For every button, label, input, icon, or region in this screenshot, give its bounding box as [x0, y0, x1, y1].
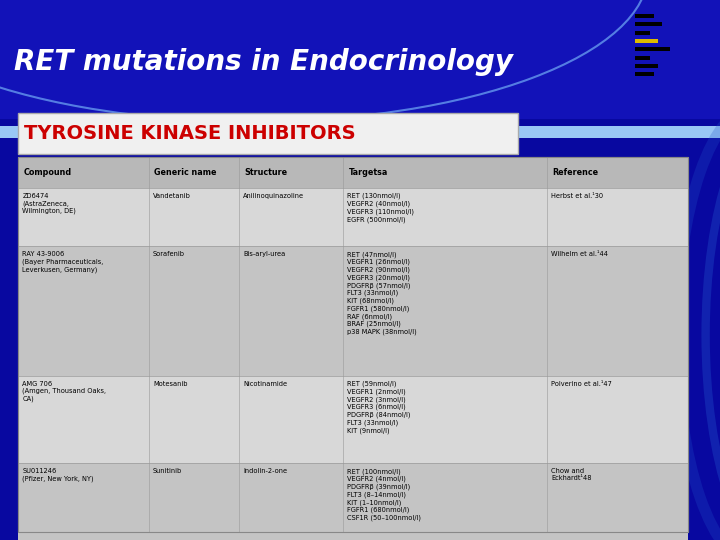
Bar [0, 126, 720, 138]
Bar [18, 376, 688, 463]
Text: TYROSINE KINASE INHIBITORS: TYROSINE KINASE INHIBITORS [24, 124, 356, 143]
Bar [634, 14, 654, 18]
Text: Nicotinamide: Nicotinamide [243, 381, 287, 387]
Text: Polverino et al.¹47: Polverino et al.¹47 [552, 381, 612, 387]
Bar [18, 188, 688, 246]
Text: Indolin-2-one: Indolin-2-one [243, 468, 287, 474]
Text: Generic name: Generic name [154, 168, 217, 177]
Text: Sunitinib: Sunitinib [153, 468, 182, 474]
Bar [0, 0, 720, 119]
Bar [18, 463, 688, 540]
Text: SU011246
(Pfizer, New York, NY): SU011246 (Pfizer, New York, NY) [22, 468, 94, 482]
Bar [634, 31, 650, 35]
Text: Targetsa: Targetsa [348, 168, 388, 177]
Bar [18, 113, 518, 154]
Text: Compound: Compound [24, 168, 72, 177]
Text: RET (100nmol/l)
VEGFR2 (4nmol/l)
PDGFRβ (39nmol/l)
FLT3 (8–14nmol/l)
KIT (1–10nm: RET (100nmol/l) VEGFR2 (4nmol/l) PDGFRβ … [347, 468, 421, 521]
Text: RAY 43-9006
(Bayer Pharmaceuticals,
Leverkusen, Germany): RAY 43-9006 (Bayer Pharmaceuticals, Leve… [22, 251, 104, 273]
Bar [634, 56, 650, 60]
Bar [634, 47, 670, 51]
Bar [18, 246, 688, 376]
Bar [634, 64, 658, 68]
Bar [18, 157, 688, 532]
Bar [18, 157, 688, 532]
Bar [634, 72, 654, 76]
Text: Vandetanib: Vandetanib [153, 193, 191, 199]
Text: Wilhelm et al.¹44: Wilhelm et al.¹44 [552, 251, 608, 257]
Text: Herbst et al.¹30: Herbst et al.¹30 [552, 193, 603, 199]
Bar [634, 22, 662, 26]
Text: Reference: Reference [553, 168, 599, 177]
Text: RET mutations in Endocrinology: RET mutations in Endocrinology [14, 48, 513, 76]
Text: Structure: Structure [245, 168, 288, 177]
Text: Motesanib: Motesanib [153, 381, 187, 387]
Bar [634, 39, 658, 43]
Text: Chow and
Eckhardt¹48: Chow and Eckhardt¹48 [552, 468, 592, 482]
Text: Bis-aryl-urea: Bis-aryl-urea [243, 251, 286, 257]
Text: RET (59nmol/l)
VEGFR1 (2nmol/l)
VEGFR2 (3nmol/l)
VEGFR3 (6nmol/l)
PDGFRβ (84nmol: RET (59nmol/l) VEGFR1 (2nmol/l) VEGFR2 (… [347, 381, 410, 434]
Bar [18, 157, 688, 188]
Text: Sorafenib: Sorafenib [153, 251, 185, 257]
Text: Anilinoquinazoline: Anilinoquinazoline [243, 193, 305, 199]
Text: AMG 706
(Amgen, Thousand Oaks,
CA): AMG 706 (Amgen, Thousand Oaks, CA) [22, 381, 107, 402]
Text: RET (130nmol/l)
VEGFR2 (40nmol/l)
VEGFR3 (110nmol/l)
EGFR (500nmol/l): RET (130nmol/l) VEGFR2 (40nmol/l) VEGFR3… [347, 193, 414, 222]
Text: ZD6474
(AstraZeneca,
Wilmington, DE): ZD6474 (AstraZeneca, Wilmington, DE) [22, 193, 76, 214]
Text: RET (47nmol/l)
VEGFR1 (26nmol/l)
VEGFR2 (90nmol/l)
VEGFR3 (20nmol/l)
PDGFRβ (57n: RET (47nmol/l) VEGFR1 (26nmol/l) VEGFR2 … [347, 251, 417, 335]
